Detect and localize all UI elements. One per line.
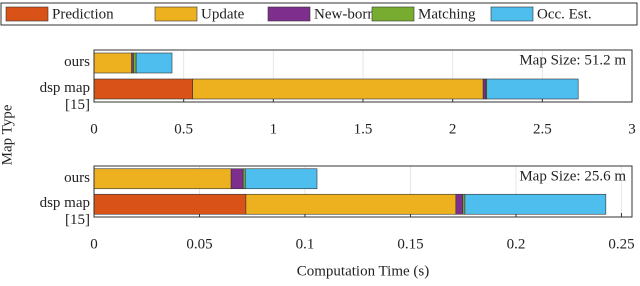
annotation: Map Size: 51.2 m <box>519 52 626 68</box>
x-tick-label: 0 <box>90 236 98 252</box>
x-tick-label: 0.05 <box>186 236 212 252</box>
x-tick-label: 0.1 <box>296 236 315 252</box>
bar-segment <box>486 78 579 100</box>
x-tick-label: 2 <box>449 121 457 137</box>
annotation: Map Size: 25.6 m <box>519 168 626 184</box>
y-tick-label: ours <box>64 169 90 186</box>
bar-segment <box>192 78 484 100</box>
bar-segment <box>462 193 466 215</box>
x-axis-label: Computation Time (s) <box>297 263 430 279</box>
x-tick-label: 0.5 <box>174 121 193 137</box>
x-tick-label: 0.2 <box>507 236 526 252</box>
legend-swatch <box>5 6 49 22</box>
x-tick-label: 0 <box>90 121 98 137</box>
bar-segment <box>93 168 232 190</box>
bar-segment <box>93 52 132 74</box>
legend-swatch <box>154 6 198 22</box>
legend-label: Update <box>201 6 245 22</box>
bar-segment <box>464 193 607 215</box>
bar-segment <box>242 168 246 190</box>
plot-frame <box>93 49 633 103</box>
x-tick-label: 3 <box>628 121 636 137</box>
bar-segment <box>244 168 318 190</box>
x-tick-label: 2.5 <box>533 121 552 137</box>
legend-label: Matching <box>418 6 476 22</box>
legend-swatch <box>267 6 311 22</box>
bar-segment <box>455 193 464 215</box>
legend-label: Prediction <box>52 6 114 22</box>
x-tick-label: 0.25 <box>608 236 634 252</box>
x-tick-label: 1 <box>270 121 278 137</box>
y-axis-label: Map Type <box>0 104 15 165</box>
y-tick-label: ours <box>64 54 90 70</box>
y-tick-label: dsp map [15] <box>39 195 90 229</box>
legend-swatch <box>371 6 415 22</box>
bar-segment <box>245 193 457 215</box>
legend-swatch <box>490 6 534 22</box>
x-tick-label: 0.15 <box>397 236 423 252</box>
bar-segment <box>133 52 137 74</box>
bar-segment <box>93 193 247 215</box>
bar-segment <box>482 78 487 100</box>
plot-frame <box>93 165 633 218</box>
bar-segment <box>135 52 173 74</box>
x-tick-label: 1.5 <box>354 121 373 137</box>
legend-label: Occ. Est. <box>537 6 592 22</box>
bar-segment <box>93 78 193 100</box>
legend-label: New-born <box>314 6 375 22</box>
y-tick-label: dsp map [15] <box>39 80 90 113</box>
bar-segment <box>230 168 244 190</box>
